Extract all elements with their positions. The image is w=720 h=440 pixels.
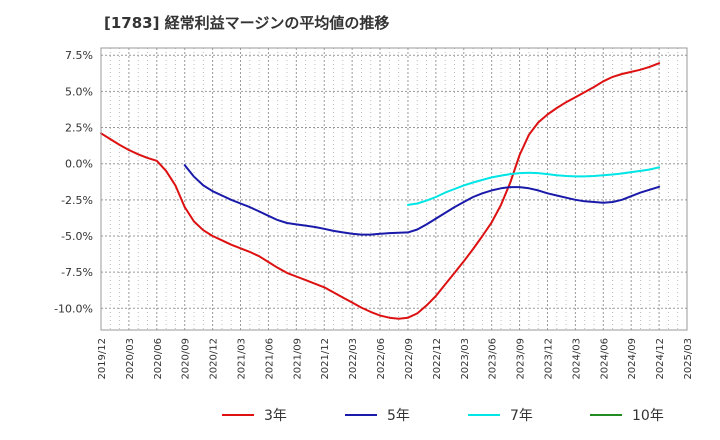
x-tick-label: 2024/06 xyxy=(599,338,610,380)
legend: 3年 5年 7年 10年 xyxy=(222,408,664,424)
legend-label: 7年 xyxy=(510,408,533,424)
x-tick-label: 2020/09 xyxy=(181,338,192,380)
chart-title: [1783] 経常利益マージンの平均値の推移 xyxy=(104,14,390,32)
x-tick-label: 2022/12 xyxy=(432,338,443,380)
x-tick-label: 2020/03 xyxy=(125,338,136,380)
x-tick-label: 2021/12 xyxy=(320,338,331,380)
x-tick-label: 2020/06 xyxy=(153,338,164,380)
legend-label: 5年 xyxy=(387,408,410,424)
series-line-3年 xyxy=(100,62,661,320)
series-line-7年 xyxy=(407,166,661,206)
x-tick-label: 2025/03 xyxy=(683,338,694,380)
x-tick-label: 2023/06 xyxy=(488,338,499,380)
y-tick-label: -10.0% xyxy=(54,302,93,315)
x-tick-label: 2021/03 xyxy=(237,338,248,380)
x-tick-label: 2022/03 xyxy=(348,338,359,380)
x-tick-label: 2023/12 xyxy=(543,338,554,380)
x-tick-label: 2024/09 xyxy=(627,338,638,380)
x-tick-label: 2019/12 xyxy=(97,338,108,380)
y-tick-label: 0.0% xyxy=(65,158,93,171)
y-tick-label: -5.0% xyxy=(61,230,93,243)
x-axis: 2019/12 2020/03 2020/06 2020/09 2020/12 2021/… xyxy=(97,338,694,380)
gridlines xyxy=(100,48,688,330)
x-tick-label: 2023/03 xyxy=(460,338,471,380)
x-tick-label: 2020/12 xyxy=(209,338,220,380)
plot-frame xyxy=(100,47,688,331)
x-tick-label: 2024/03 xyxy=(571,338,582,380)
y-axis: 7.5% 5.0% 2.5% 0.0% -2.5% -5.0% -7.5% -10.0% xyxy=(54,49,93,315)
series-lines xyxy=(100,62,661,320)
y-tick-label: 7.5% xyxy=(65,49,93,62)
y-tick-label: 5.0% xyxy=(65,85,93,98)
x-tick-label: 2022/06 xyxy=(376,338,387,380)
y-tick-label: 2.5% xyxy=(65,122,93,135)
legend-label: 10年 xyxy=(632,408,664,424)
x-tick-label: 2021/09 xyxy=(292,338,303,380)
x-tick-label: 2022/09 xyxy=(404,338,415,380)
x-tick-label: 2024/12 xyxy=(655,338,666,380)
series-line-5年 xyxy=(183,164,661,236)
y-tick-label: -2.5% xyxy=(61,194,93,207)
y-tick-label: -7.5% xyxy=(61,266,93,279)
x-tick-label: 2021/06 xyxy=(264,338,275,380)
x-tick-label: 2023/09 xyxy=(516,338,527,380)
legend-label: 3年 xyxy=(264,408,287,424)
